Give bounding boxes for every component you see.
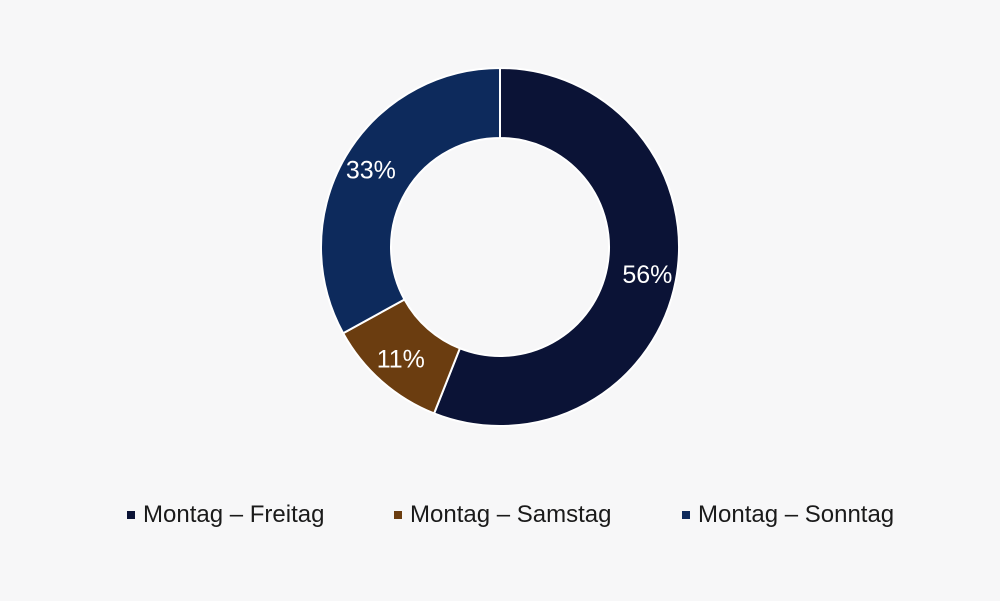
legend-item-montag-samstag: Montag – Samstag <box>394 495 611 535</box>
legend-label-montag-samstag: Montag – Samstag <box>410 501 612 528</box>
legend-label-montag-freitag: Montag – Freitag <box>143 501 325 528</box>
legend-label-montag-sonntag: Montag – Sonntag <box>698 501 895 528</box>
chart-legend: Montag – Freitag Montag – Samstag Montag… <box>0 495 1000 535</box>
legend-item-montag-freitag: Montag – Freitag <box>127 495 324 535</box>
donut-slice-montag-freitag <box>432 66 680 427</box>
slice-label-montag-sonntag: 33% <box>346 157 396 185</box>
legend-swatch-montag-sonntag <box>682 511 690 519</box>
slice-label-montag-freitag: 56% <box>622 261 672 289</box>
legend-item-montag-sonntag: Montag – Sonntag <box>682 495 894 535</box>
legend-swatch-montag-freitag <box>127 511 135 519</box>
legend-swatch-montag-samstag <box>394 511 402 519</box>
donut-slice-montag-sonntag <box>320 66 501 335</box>
slice-label-montag-samstag: 11% <box>377 346 425 374</box>
